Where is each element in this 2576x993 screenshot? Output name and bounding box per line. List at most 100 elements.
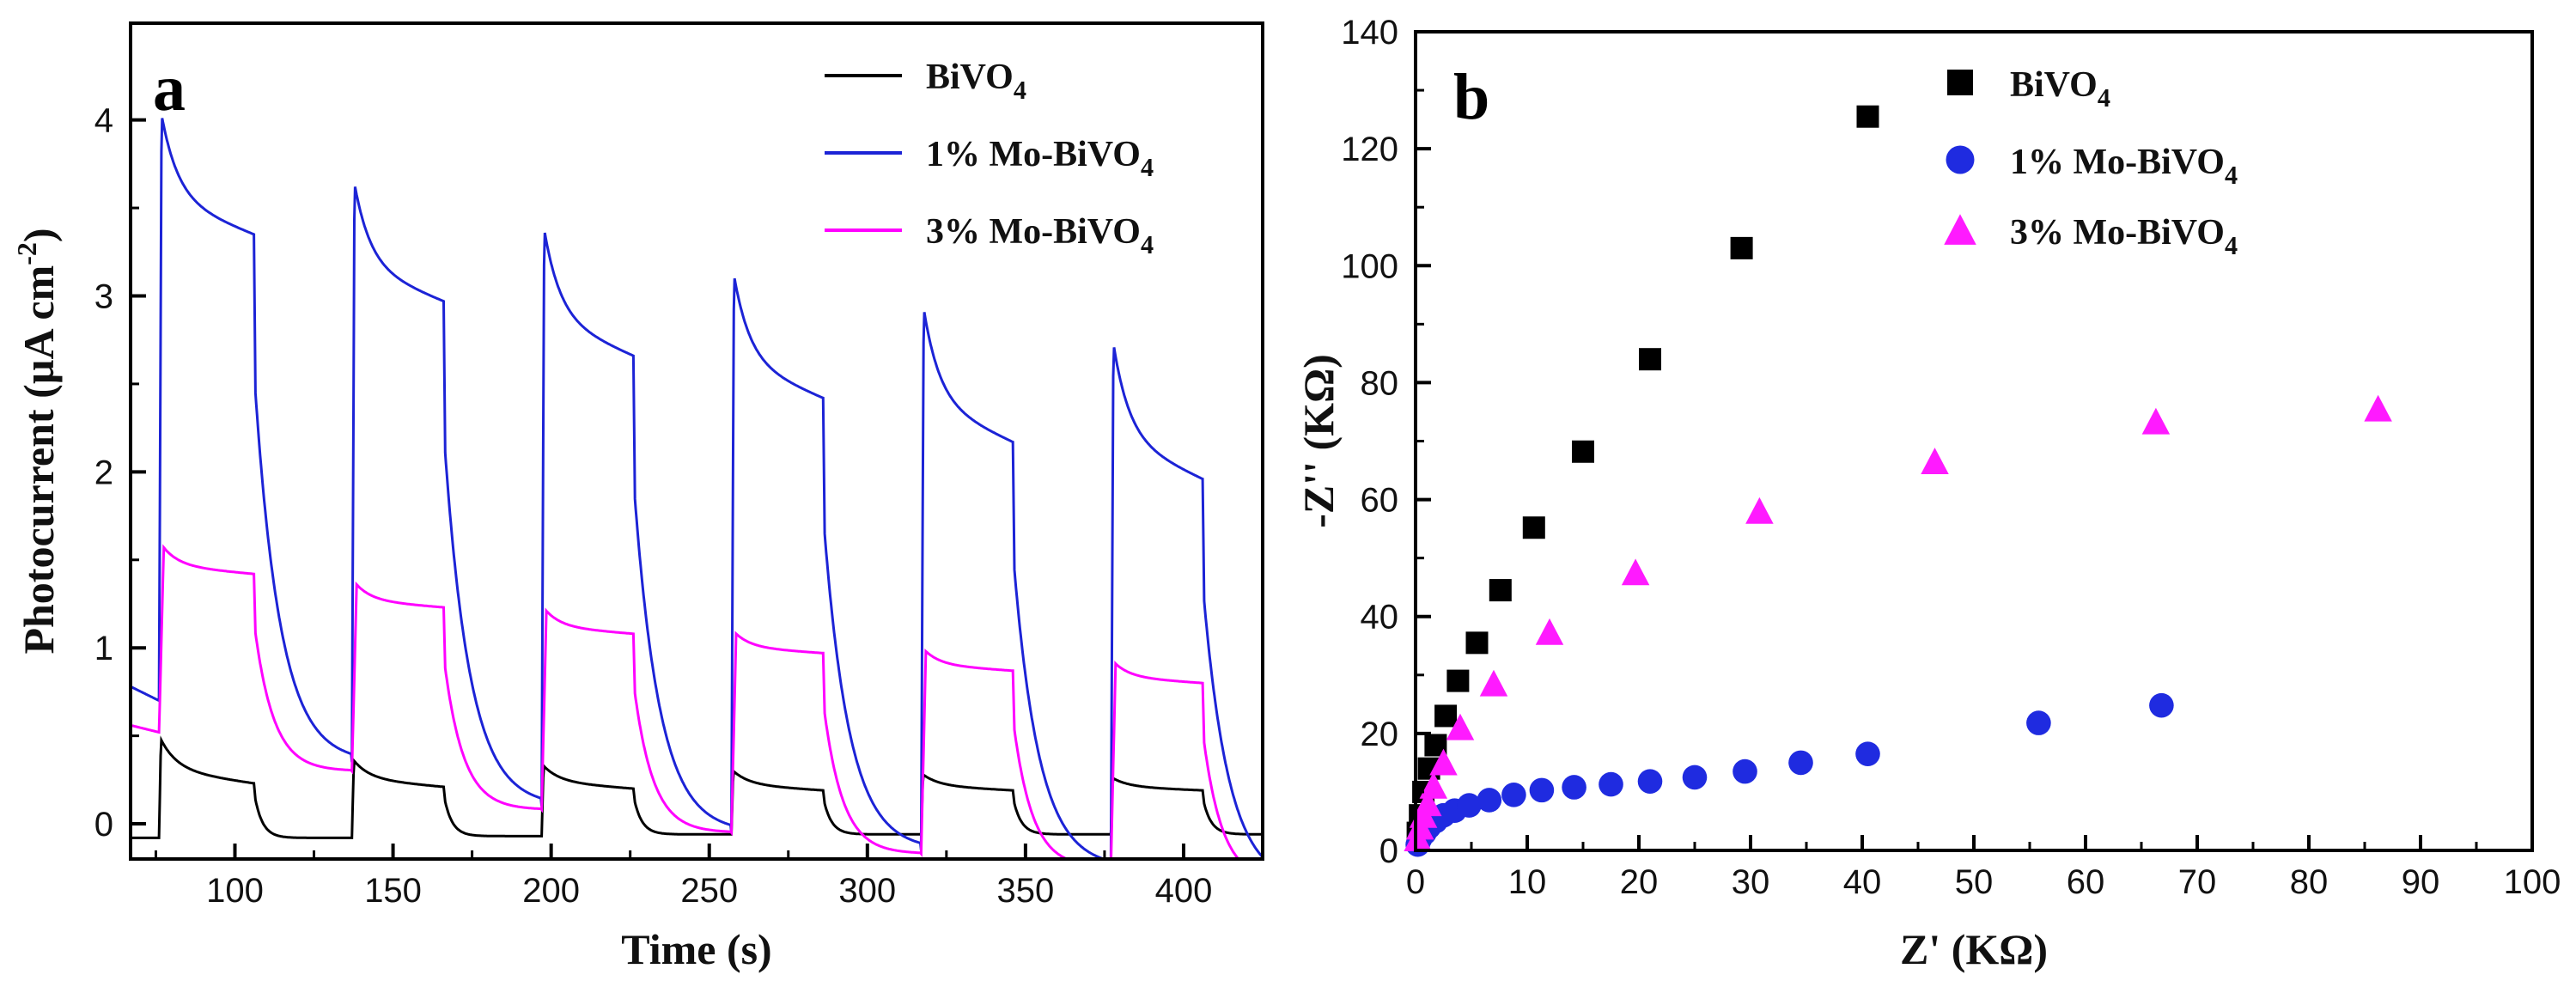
panel-b-point-series-1 (1730, 236, 1753, 259)
panel-b-x-axis-title: Z' (KΩ) (1900, 925, 2048, 973)
panel-a-x-tick-label: 250 (680, 872, 738, 910)
panel-a-legend-label-main: BiVO (926, 58, 1014, 97)
panel-b-point-series-2 (1562, 775, 1586, 800)
panel-b-point-series-2 (1855, 741, 1880, 766)
panel-a-series-line-3 (131, 544, 1240, 859)
panel-b-legend-label-subscript: 4 (2225, 231, 2238, 260)
panel-b-y-tick-label: 0 (1379, 832, 1398, 870)
panel-b-y-tick-label: 80 (1361, 364, 1399, 402)
panel-a-series-line-1 (131, 735, 1263, 839)
panel-a-legend-label-main: 3% Mo-BiVO (926, 212, 1141, 252)
panel-a-x-tick-label: 200 (522, 872, 580, 910)
panel-b-point-series-2 (1682, 765, 1708, 790)
panel-a-legend-label-subscript: 4 (1141, 153, 1154, 182)
panel-a-ticks: 100 150 200 250 300 350 400 0 1 2 3 4 (94, 102, 1213, 910)
panel-b-y-tick-label: 120 (1341, 131, 1398, 168)
panel-a-y-axis-title: Photocurrent (µA cm-2) (11, 228, 63, 654)
panel-b-point-series-3 (1446, 713, 1475, 740)
panel-b-point-series-3 (1535, 618, 1564, 645)
panel-a-y-axis-title-superscript: -2 (11, 242, 42, 265)
panel-a-x-tick-label: 400 (1155, 872, 1213, 910)
panel-b-legend-marker (1947, 70, 1973, 95)
panel-b-point-series-3 (1621, 558, 1650, 586)
panel-b-point-series-1 (1489, 579, 1512, 602)
panel-b-y-axis-title: -Z'' (KΩ) (1294, 354, 1343, 528)
panel-b-x-tick-label: 80 (2290, 863, 2329, 901)
panel-a-y-tick-label: 0 (94, 806, 113, 844)
panel-b-point-series-2 (1637, 769, 1663, 794)
panel-b-legend-marker (1944, 214, 1976, 245)
panel-b-y-tick-label: 20 (1361, 716, 1399, 753)
panel-a-x-tick-label: 150 (364, 872, 422, 910)
panel-b-letter: b (1453, 61, 1489, 133)
panel-b-point-series-2 (1733, 758, 1757, 784)
panel-a-legend-label-main: 1% Mo-BiVO (926, 135, 1141, 174)
panel-b-x-tick-label: 10 (1508, 863, 1547, 901)
panel-b-point-series-2 (1599, 771, 1623, 797)
panel-a-y-axis-title-main: Photocurrent (µA cm (15, 265, 63, 655)
panel-b-point-series-2 (1788, 750, 1813, 776)
panel-b-x-tick-label: 30 (1732, 863, 1770, 901)
panel-b-point-series-3 (2141, 407, 2171, 435)
panel-a-legend-label: 1% Mo-BiVO4 (926, 135, 1154, 182)
panel-b-point-series-2 (1457, 793, 1482, 818)
panel-a-series-group (131, 118, 1263, 859)
panel-b-series-group (1404, 105, 2392, 857)
panel-b-x-tick-label: 60 (2067, 863, 2105, 901)
panel-b-x-tick-label: 90 (2402, 863, 2440, 901)
panel-b-x-tick-label: 0 (1406, 863, 1425, 901)
panel-b-legend-label-subscript: 4 (2098, 83, 2110, 113)
panel-b-impedance-chart: 0 10 20 30 40 50 60 70 80 90 100 0 20 40 60 80 100 120 140… (1294, 14, 2561, 973)
panel-b-legend-label-main: 1% Mo-BiVO (2010, 143, 2225, 182)
panel-b-point-series-1 (1572, 440, 1594, 463)
panel-b-legend-marker (1946, 145, 1975, 174)
panel-b-x-tick-label: 100 (2504, 863, 2561, 901)
panel-a-legend-label: BiVO4 (926, 58, 1026, 105)
panel-a-x-tick-label: 100 (206, 872, 264, 910)
panel-b-point-series-3 (1419, 771, 1448, 799)
panel-a-plot-frame (129, 21, 1264, 861)
panel-b-point-series-1 (1522, 516, 1545, 539)
panel-b-point-series-3 (1414, 789, 1442, 817)
panel-b-y-tick-label: 100 (1341, 247, 1398, 285)
panel-b-ticks: 0 10 20 30 40 50 60 70 80 90 100 0 20 40 60 80 100 120 140 (1341, 14, 2561, 901)
panel-b-point-series-1 (1446, 669, 1470, 692)
panel-a-y-tick-label: 4 (94, 102, 113, 140)
panel-b-legend-label-main: 3% Mo-BiVO (2010, 213, 2225, 253)
panel-a-letter: a (153, 52, 186, 125)
panel-b-point-series-3 (2364, 394, 2392, 422)
panel-b-point-series-1 (1639, 348, 1661, 371)
panel-a-x-tick-label: 300 (838, 872, 896, 910)
panel-b-x-tick-label: 50 (1955, 863, 1994, 901)
panel-b-point-series-1 (1856, 105, 1879, 128)
panel-a-y-tick-label: 1 (94, 630, 113, 667)
panel-b-y-tick-label: 60 (1361, 482, 1399, 520)
panel-a-x-axis-title: Time (s) (621, 925, 771, 973)
panel-a-y-tick-label: 2 (94, 454, 113, 491)
panel-b-point-series-2 (1529, 777, 1555, 803)
panel-a-legend-label-subscript: 4 (1014, 76, 1026, 105)
panel-b-legend-label: 3% Mo-BiVO4 (2010, 213, 2238, 260)
panel-b-y-tick-label: 140 (1341, 14, 1398, 52)
panel-b-legend-label: 1% Mo-BiVO4 (2010, 143, 2238, 190)
panel-a-y-tick-label: 3 (94, 278, 113, 316)
panel-b-legend-label: BiVO4 (2010, 65, 2110, 113)
panel-b-point-series-2 (2149, 692, 2174, 718)
panel-b-point-series-3 (1745, 496, 1774, 524)
panel-a-y-axis-title-close: ) (15, 228, 63, 242)
panel-b-point-series-1 (1434, 704, 1458, 728)
panel-a-photocurrent-chart: 100 150 200 250 300 350 400 0 1 2 3 4 a Time (s) Ph… (11, 21, 1264, 973)
panel-b-point-series-3 (1429, 748, 1458, 776)
panel-a-series-line-2 (131, 118, 1263, 859)
panel-b-x-tick-label: 20 (1620, 863, 1659, 901)
panel-b-point-series-2 (1477, 788, 1502, 813)
panel-b-x-tick-label: 40 (1843, 863, 1882, 901)
panel-b-legend-label-main: BiVO (2010, 65, 2098, 105)
panel-b-y-tick-label: 40 (1361, 599, 1399, 637)
panel-a-legend-label-subscript: 4 (1141, 230, 1154, 259)
panel-b-point-series-3 (1479, 669, 1508, 697)
panel-b-point-series-3 (1921, 448, 1949, 474)
panel-a-legend-label: 3% Mo-BiVO4 (926, 212, 1154, 259)
